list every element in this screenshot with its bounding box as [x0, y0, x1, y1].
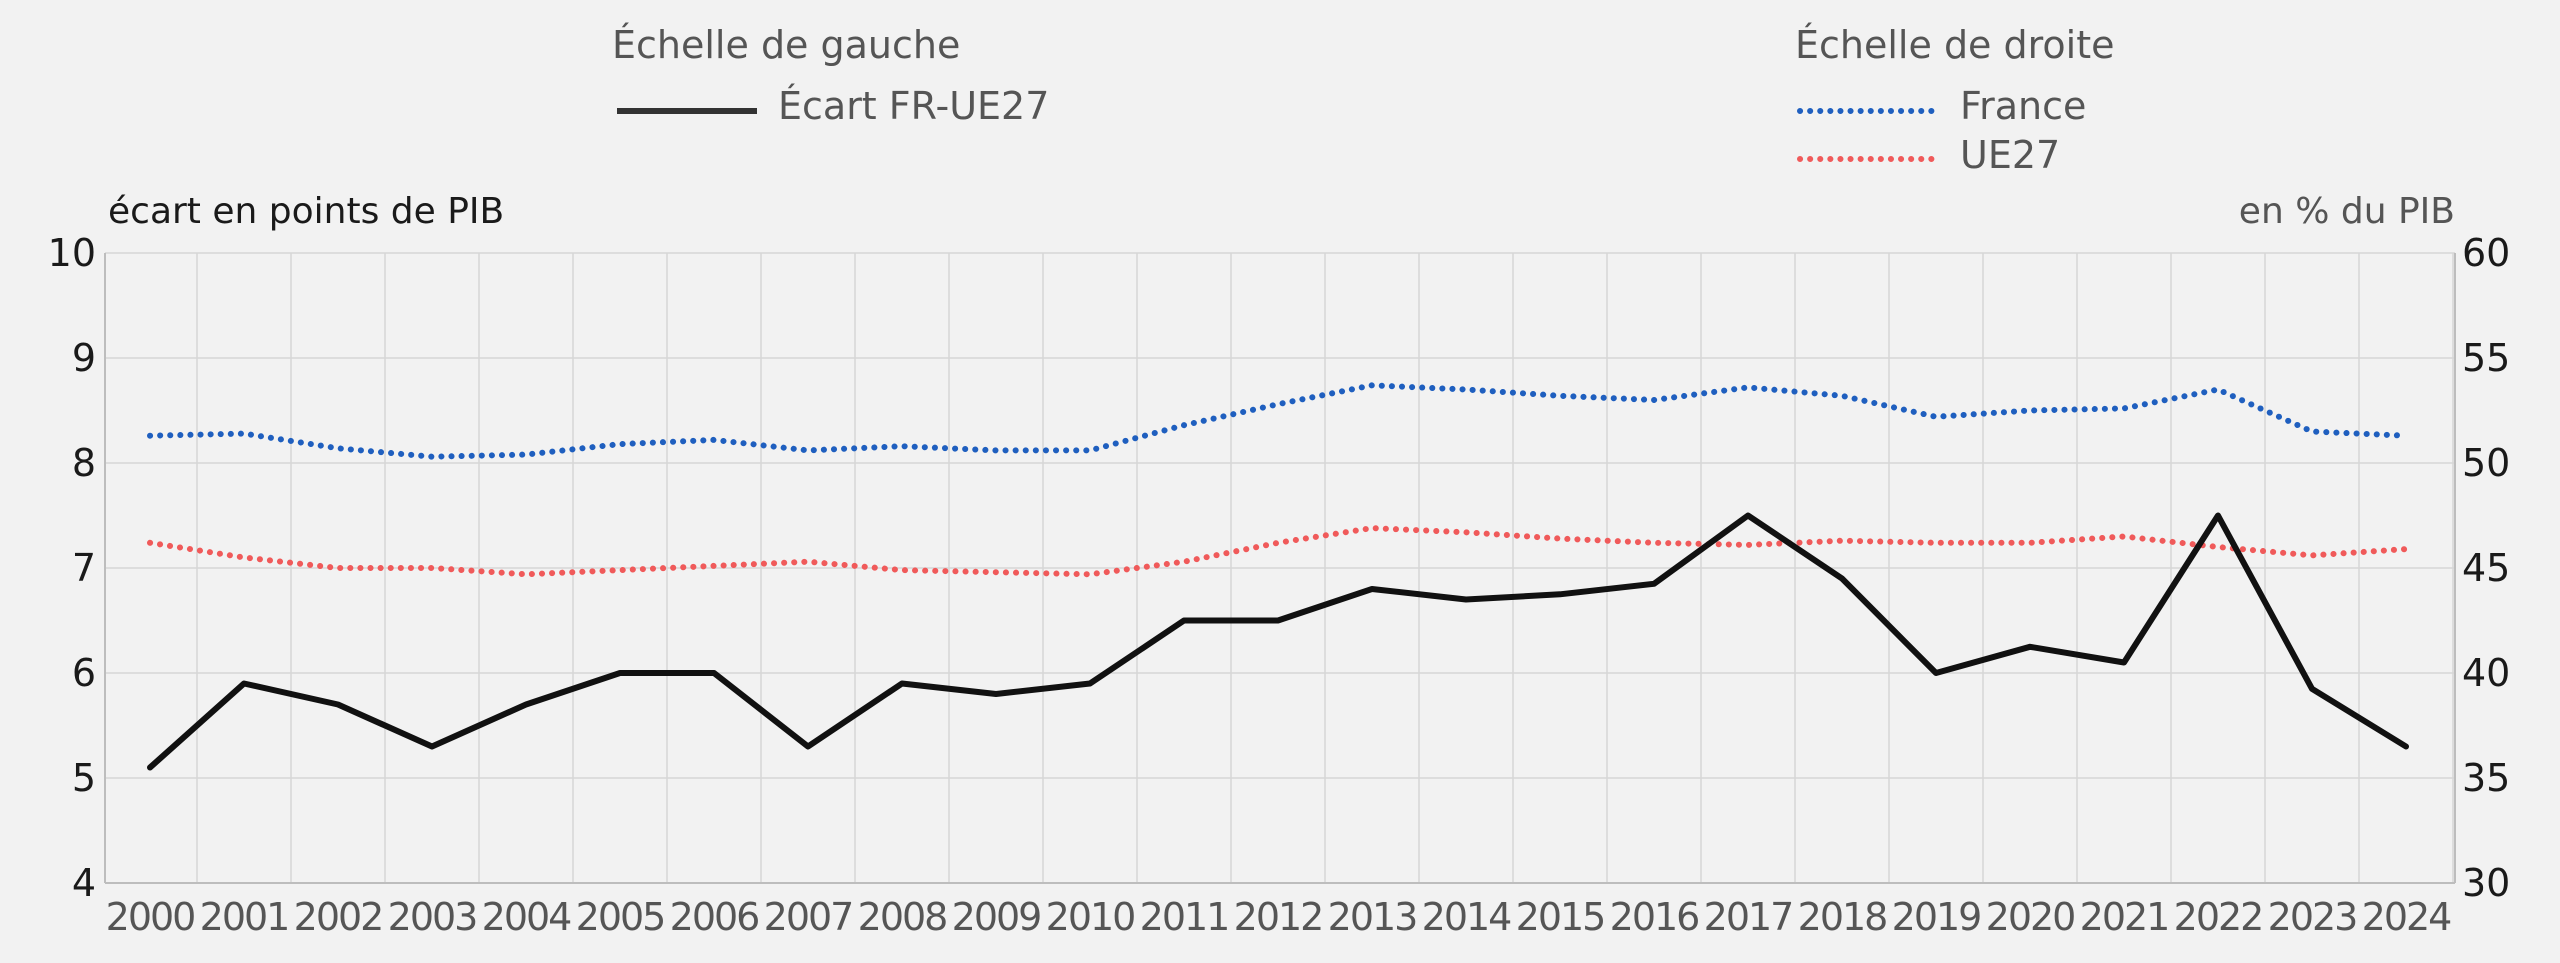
y-left-tick-label: 5 [72, 756, 96, 800]
legend: Échelle de gauche Écart FR-UE27 Échelle … [612, 23, 2115, 177]
y-right-tick-label: 40 [2462, 651, 2510, 695]
y-left-tick-label: 4 [72, 861, 96, 905]
y-left-tick-label: 9 [72, 336, 96, 380]
series [147, 382, 2409, 771]
x-tick-label: 2019 [1892, 895, 1981, 939]
x-tick-label: 2009 [952, 895, 1041, 939]
x-tick-label: 2023 [2268, 895, 2357, 939]
x-tick-label: 2024 [2362, 895, 2452, 939]
y-left-tick-label: 8 [72, 441, 96, 485]
x-tick-label: 2011 [1140, 895, 1229, 939]
x-tick-label: 2020 [1986, 895, 2075, 939]
x-tick-label: 2001 [200, 895, 289, 939]
x-tick-label: 2004 [482, 895, 572, 939]
legend-france-label: France [1960, 84, 2086, 128]
x-tick-label: 2002 [294, 895, 383, 939]
x-tick-label: 2017 [1704, 895, 1793, 939]
x-tick-label: 2005 [576, 895, 665, 939]
x-tick-label: 2013 [1328, 895, 1417, 939]
y-right-tick-label: 45 [2462, 546, 2510, 590]
x-tick-label: 2010 [1046, 895, 1135, 939]
x-tick-label: 2022 [2174, 895, 2263, 939]
x-tick-label: 2014 [1422, 895, 1512, 939]
y-left-tick-label: 10 [48, 231, 96, 275]
legend-ecart-label: Écart FR-UE27 [778, 84, 1049, 128]
x-tick-label: 2015 [1516, 895, 1605, 939]
x-tick-label: 2008 [858, 895, 947, 939]
y-right-tick-label: 35 [2462, 756, 2510, 800]
y-right-tick-label: 55 [2462, 336, 2510, 380]
series-line-ue27 [147, 525, 2409, 578]
gridlines [105, 252, 2455, 884]
x-tick-label: 2007 [764, 895, 853, 939]
y-left-tick-label: 7 [72, 546, 96, 590]
x-tick-label: 2012 [1234, 895, 1323, 939]
x-tick-label: 2016 [1610, 895, 1699, 939]
y-left-axis-title: écart en points de PIB [108, 191, 504, 232]
x-tick-label: 2003 [388, 895, 477, 939]
legend-right-title: Échelle de droite [1795, 23, 2115, 67]
x-tick-label: 2018 [1798, 895, 1887, 939]
y-left-tick-label: 6 [72, 651, 96, 695]
series-line-cart-fr-ue27 [147, 512, 2409, 771]
legend-ue27-label: UE27 [1960, 133, 2060, 177]
x-tick-label: 2000 [106, 895, 195, 939]
x-tick-label: 2021 [2080, 895, 2169, 939]
series-line-france [147, 382, 2409, 460]
y-right-tick-label: 30 [2462, 861, 2510, 905]
y-right-tick-label: 50 [2462, 441, 2510, 485]
y-right-axis-title: en % du PIB [2239, 191, 2455, 232]
x-tick-label: 2006 [670, 895, 759, 939]
legend-left-title: Échelle de gauche [612, 23, 960, 67]
y-right-tick-label: 60 [2462, 231, 2510, 275]
